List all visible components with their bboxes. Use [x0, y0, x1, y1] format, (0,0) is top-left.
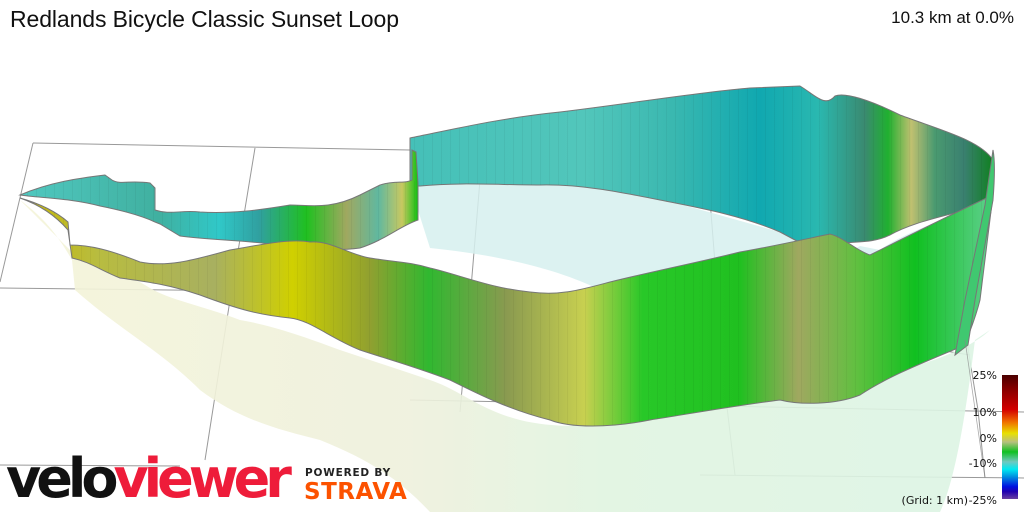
right-end-ribbon	[954, 149, 995, 357]
gradient-color-legend	[1002, 375, 1018, 499]
back-wall-reflection	[410, 177, 990, 300]
powered-by-label: POWERED BY	[305, 467, 392, 479]
route-stats: 10.3 km at 0.0%	[891, 8, 1014, 27]
legend-label-25: 25%	[972, 369, 997, 382]
logo-velo: velo	[6, 447, 118, 510]
legend-label-minus10: -10%	[968, 457, 997, 470]
legend-label-0: 0%	[979, 432, 997, 445]
logo-viewer: viewer	[113, 447, 291, 510]
strava-logo[interactable]: STRAVA	[304, 479, 408, 505]
legend-label-10: 10%	[972, 406, 997, 419]
legend-label-minus25: -25%	[968, 494, 997, 507]
grid-scale-note: (Grid: 1 km)	[901, 494, 968, 507]
front-wall-reflection	[20, 200, 990, 512]
route-title: Redlands Bicycle Classic Sunset Loop	[10, 6, 399, 32]
veloviewer-logo[interactable]: veloviewer	[6, 452, 292, 506]
